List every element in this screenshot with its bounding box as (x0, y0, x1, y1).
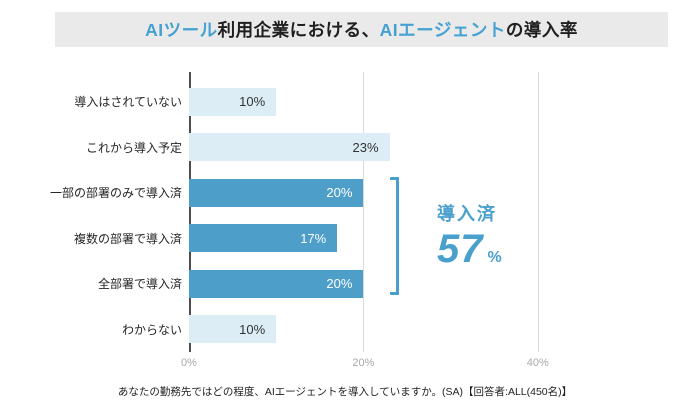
bar-value-label: 10% (239, 94, 266, 110)
adopted-total-label: 導入済 (437, 204, 497, 224)
bar-1: 23% (189, 133, 390, 162)
category-label: 導入はされていない (74, 95, 182, 110)
adopted-total-unit: % (487, 249, 502, 266)
category-label: 複数の部署で導入済 (73, 231, 182, 246)
bar-row: 導入はされていない 10% (0, 79, 625, 125)
gridline-40 (537, 72, 539, 352)
group-bracket (390, 177, 399, 295)
bar-0: 10% (189, 87, 277, 116)
title-segment-normal: 利用企業における、 (217, 20, 380, 40)
category-label: これから導入予定 (85, 140, 182, 155)
category-label: 全部署で導入済 (97, 277, 182, 292)
bar-track: 20% (189, 269, 625, 298)
adopted-total-value-row: 57% (437, 229, 547, 269)
survey-question-footnote: あなたの勤務先ではどの程度、AIエージェントを導入していますか。(SA)【回答者… (117, 386, 573, 398)
bar-value-label: 20% (326, 185, 353, 201)
bar-5: 10% (189, 315, 277, 344)
bar-value-label: 10% (239, 321, 266, 337)
bar-3: 17% (189, 224, 338, 253)
x-tick-label: 40% (526, 357, 549, 369)
bar-4: 20% (189, 269, 364, 298)
title-segment-normal: の導入率 (505, 20, 578, 40)
title-segment-accent: AIツール (145, 20, 218, 40)
plot-area: 0% 20% 40% (181, 72, 625, 369)
bar-row: 一部の部署のみで導入済 20% (0, 170, 625, 216)
category-label: わからない (121, 322, 182, 337)
adopted-total-annotation: 導入済 57% (437, 200, 547, 269)
x-tick-label: 20% (352, 357, 375, 369)
title-banner: AIツール利用企業における、AIエージェントの導入率 (55, 12, 668, 47)
bar-value-label: 17% (300, 230, 327, 246)
title-segment-accent: AIエージェント (379, 20, 506, 40)
bar-row: わからない 10% (0, 307, 625, 353)
bar-row: これから導入予定 23% (0, 125, 625, 171)
x-tick-label: 0% (181, 357, 197, 369)
bar-track: 10% (189, 87, 625, 116)
page-title: AIツール利用企業における、AIエージェントの導入率 (145, 17, 578, 42)
y-axis-line (189, 72, 191, 352)
bar-track: 10% (189, 315, 625, 344)
adopted-total-value: 57 (437, 227, 484, 271)
category-label: 一部の部署のみで導入済 (49, 186, 182, 201)
bar-track: 17% (189, 224, 625, 253)
bar-track: 20% (189, 178, 625, 207)
bar-row: 複数の部署で導入済 17% (0, 216, 625, 262)
bar-value-label: 20% (326, 276, 353, 292)
bar-row: 全部署で導入済 20% (0, 261, 625, 307)
bar-2: 20% (189, 178, 364, 207)
gridline-20 (363, 72, 365, 352)
bar-chart: 導入はされていない 10% これから導入予定 23% 一部の部署のみで導入済 20% 複数の… (0, 79, 625, 352)
bar-value-label: 23% (352, 139, 379, 155)
bar-track: 23% (189, 133, 625, 162)
